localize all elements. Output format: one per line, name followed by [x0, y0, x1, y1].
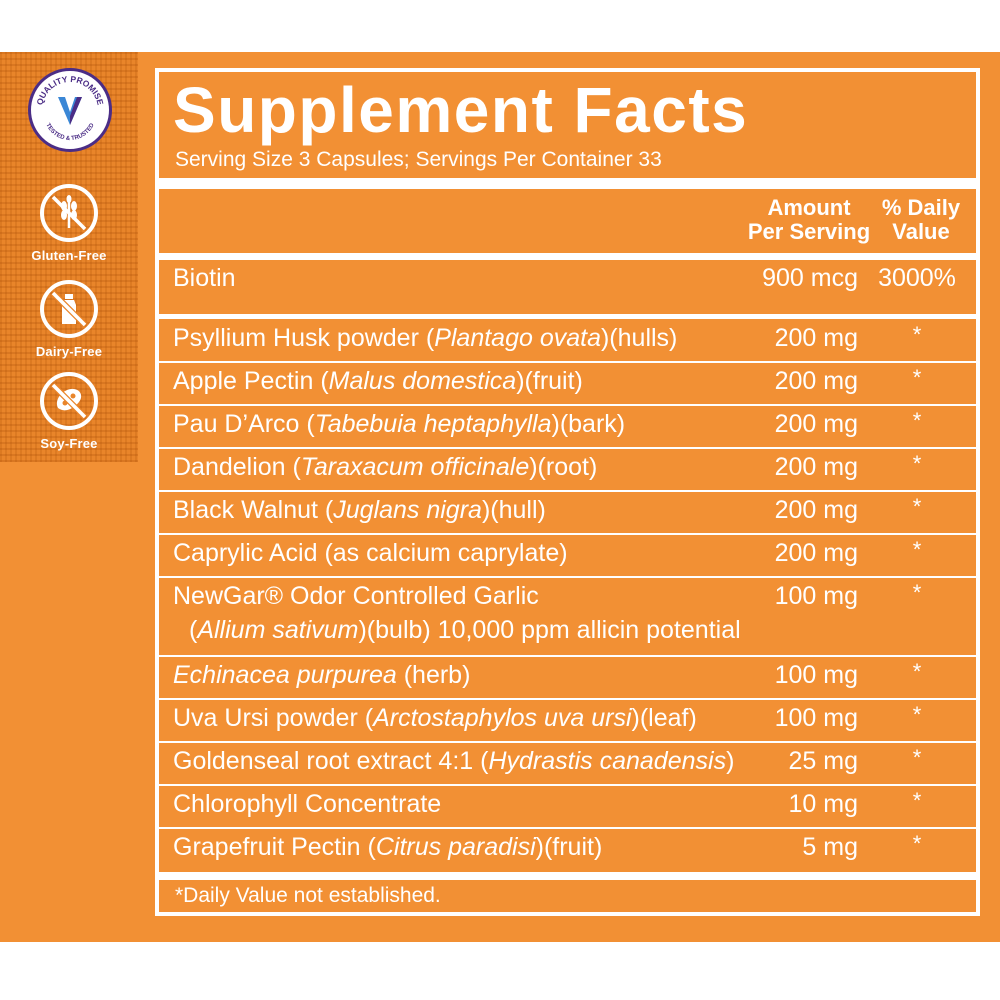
claims-sidebar: QUALITY PROMISE TESTED & TRUSTED Gluten-…	[0, 52, 138, 462]
ingredient-row: Chlorophyll Concentrate 10 mg *	[159, 786, 976, 826]
quality-promise-icon: QUALITY PROMISE TESTED & TRUSTED	[34, 74, 105, 142]
ingredient-name: Caprylic Acid (as calcium caprylate)	[173, 539, 568, 567]
ingredient-name: Grapefruit Pectin (Citrus paradisi)(frui…	[173, 833, 603, 861]
ingredient-daily-value: *	[912, 365, 922, 390]
ingredient-row: Black Walnut (Juglans nigra)(hull) 200 mg…	[159, 492, 976, 532]
ingredient-daily-value: *	[912, 408, 922, 433]
gluten-free-label: Gluten-Free	[31, 248, 107, 263]
ingredient-row: Caprylic Acid (as calcium caprylate) 200 …	[159, 535, 976, 575]
ingredient-row: Pau D’Arco (Tabebuia heptaphylla)(bark) 2…	[159, 406, 976, 446]
ingredient-name: Black Walnut (Juglans nigra)(hull)	[173, 496, 546, 524]
ingredient-name: Psyllium Husk powder (Plantago ovata)(hu…	[173, 324, 678, 352]
ingredient-name: Apple Pectin (Malus domestica)(fruit)	[173, 367, 583, 395]
row-divider	[159, 576, 976, 578]
ingredient-name: Goldenseal root extract 4:1 (Hydrastis c…	[173, 747, 735, 775]
row-divider	[159, 404, 976, 406]
ingredient-amount: 10 mg	[788, 790, 858, 818]
gluten-free-badge: Gluten-Free	[0, 184, 138, 263]
ingredient-daily-value: *	[912, 580, 922, 605]
soy-free-label: Soy-Free	[40, 436, 98, 451]
ingredient-amount: 5 mg	[802, 833, 858, 861]
ingredient-name-line2: (Allium sativum)(bulb) 10,000 ppm allici…	[189, 616, 741, 644]
row-divider	[159, 361, 976, 363]
supplement-facts-panel: Supplement Facts Serving Size 3 Capsules…	[155, 68, 980, 916]
milk-bottle-crossed-icon	[50, 290, 88, 328]
dairy-free-label: Dairy-Free	[35, 344, 103, 359]
ingredient-amount: 200 mg	[774, 453, 858, 481]
quality-promise-badge: QUALITY PROMISE TESTED & TRUSTED	[28, 68, 112, 152]
row-divider	[159, 827, 976, 829]
soybean-crossed-icon	[50, 382, 88, 420]
ingredient-daily-value: *	[912, 788, 922, 813]
ingredient-row: Apple Pectin (Malus domestica)(fruit) 200…	[159, 363, 976, 403]
facts-title: Supplement Facts	[173, 74, 749, 146]
row-divider	[159, 741, 976, 743]
row-divider	[159, 655, 976, 657]
ingredient-amount: 100 mg	[774, 704, 858, 732]
ingredient-name: Chlorophyll Concentrate	[173, 790, 442, 818]
ingredient-daily-value: 3000%	[878, 264, 956, 292]
ingredient-row: Goldenseal root extract 4:1 (Hydrastis c…	[159, 743, 976, 783]
ingredient-daily-value: *	[912, 537, 922, 562]
thick-divider	[159, 178, 976, 189]
row-divider	[159, 490, 976, 492]
ingredient-name: Echinacea purpurea (herb)	[173, 661, 471, 689]
ingredient-row: NewGar® Odor Controlled Garlic (Allium sa…	[159, 578, 976, 644]
ingredient-row: Psyllium Husk powder (Plantago ovata)(hu…	[159, 320, 976, 360]
ingredient-amount: 25 mg	[788, 747, 858, 775]
ingredient-amount: 900 mcg	[762, 264, 858, 292]
svg-text:QUALITY PROMISE: QUALITY PROMISE	[34, 74, 105, 106]
ingredient-daily-value: *	[912, 659, 922, 684]
row-divider	[159, 533, 976, 535]
daily-value-header: % Daily Value	[881, 195, 961, 244]
ingredient-amount: 200 mg	[774, 367, 858, 395]
ingredient-amount: 200 mg	[774, 410, 858, 438]
ingredient-daily-value: *	[912, 322, 922, 347]
ingredient-amount: 200 mg	[774, 539, 858, 567]
label-background	[0, 52, 1000, 942]
dairy-free-badge: Dairy-Free	[0, 280, 138, 359]
ingredient-name: Biotin	[173, 264, 236, 292]
ingredient-name: Uva Ursi powder (Arctostaphylos uva ursi…	[173, 704, 697, 732]
serving-info: Serving Size 3 Capsules; Servings Per Co…	[175, 148, 662, 171]
wheat-crossed-icon	[51, 195, 87, 231]
ingredient-daily-value: *	[912, 702, 922, 727]
row-divider	[159, 314, 976, 319]
ingredient-row: Dandelion (Taraxacum officinale)(root) 20…	[159, 449, 976, 489]
ingredient-amount: 200 mg	[774, 496, 858, 524]
ingredient-name: NewGar® Odor Controlled Garlic	[173, 582, 539, 610]
ingredient-daily-value: *	[912, 451, 922, 476]
svg-text:TESTED & TRUSTED: TESTED & TRUSTED	[44, 122, 96, 142]
thick-divider-bottom	[159, 872, 976, 880]
ingredient-row: Grapefruit Pectin (Citrus paradisi)(frui…	[159, 829, 976, 869]
ingredient-row: Biotin 900 mcg 3000%	[159, 260, 976, 300]
ingredient-name: Pau D’Arco (Tabebuia heptaphylla)(bark)	[173, 410, 626, 438]
footnote: *Daily Value not established.	[175, 884, 441, 907]
ingredient-amount: 200 mg	[774, 324, 858, 352]
ingredient-name: Dandelion (Taraxacum officinale)(root)	[173, 453, 598, 481]
ingredient-daily-value: *	[912, 745, 922, 770]
medium-divider	[159, 253, 976, 260]
ingredient-daily-value: *	[912, 494, 922, 519]
row-divider	[159, 784, 976, 786]
ingredient-row: Uva Ursi powder (Arctostaphylos uva ursi…	[159, 700, 976, 740]
ingredient-daily-value: *	[912, 831, 922, 856]
ingredient-amount: 100 mg	[774, 582, 858, 610]
ingredient-amount: 100 mg	[774, 661, 858, 689]
row-divider	[159, 698, 976, 700]
soy-free-badge: Soy-Free	[0, 372, 138, 451]
ingredient-row: Echinacea purpurea (herb) 100 mg *	[159, 657, 976, 697]
amount-header: Amount Per Serving	[747, 195, 871, 244]
row-divider	[159, 447, 976, 449]
